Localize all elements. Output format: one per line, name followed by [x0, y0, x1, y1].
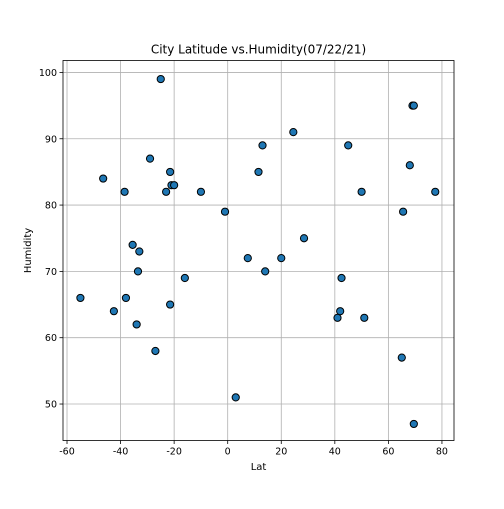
- x-tick-label: -60: [59, 447, 75, 458]
- scatter-point: [277, 254, 286, 263]
- scatter-point: [162, 187, 171, 196]
- y-tick-label: 100: [39, 68, 57, 79]
- scatter-point: [120, 187, 129, 196]
- x-tick-label: -40: [113, 447, 129, 458]
- scatter-point: [151, 346, 160, 356]
- scatter-point: [405, 161, 414, 170]
- axis-ticks: -60 -40 -20 0 20 40 60 80 50 60 70 80 90 100: [39, 68, 448, 458]
- x-tick-label: 40: [329, 447, 341, 458]
- scatter-point: [336, 307, 345, 316]
- scatter-point: [132, 320, 141, 329]
- y-tick-label: 80: [45, 201, 57, 212]
- scatter-point: [231, 393, 240, 402]
- scatter-point: [299, 234, 309, 243]
- scatter-point: [337, 273, 346, 283]
- scatter-point: [109, 307, 118, 316]
- scatter-point: [243, 254, 252, 263]
- scatter-point: [397, 353, 406, 362]
- scatter-point: [261, 267, 270, 276]
- scatter-point: [220, 207, 230, 216]
- scatter-point: [166, 300, 175, 309]
- y-tick-label: 50: [45, 400, 57, 411]
- x-tick-label: 80: [436, 447, 448, 458]
- x-tick-label: -20: [166, 447, 182, 458]
- scatter-point: [196, 187, 206, 196]
- scatter-point: [156, 74, 165, 84]
- scatter-point: [344, 141, 353, 150]
- scatter-point: [99, 174, 108, 183]
- scatter-point: [409, 101, 418, 110]
- scatter-point: [76, 293, 85, 303]
- plot-frame: [62, 60, 455, 441]
- scatter-point: [145, 154, 155, 163]
- scatter-point: [121, 293, 131, 303]
- scatter-point: [258, 141, 267, 150]
- scatter-point: [133, 267, 143, 276]
- x-tick-label: 20: [275, 447, 287, 458]
- scatter-point: [333, 313, 342, 322]
- scatter-point: [135, 247, 144, 256]
- data-points: [76, 74, 440, 429]
- scatter-point: [357, 187, 366, 196]
- y-tick-label: 90: [45, 134, 57, 145]
- scatter-point: [360, 313, 369, 322]
- x-tick-label: 60: [382, 447, 394, 458]
- x-tick-label: 0: [225, 447, 231, 458]
- scatter-point: [166, 167, 175, 177]
- x-axis-label: Lat: [251, 462, 267, 473]
- scatter-point: [399, 207, 408, 216]
- scatter-point: [409, 419, 418, 429]
- y-tick-label: 60: [45, 333, 57, 344]
- chart-title: City Latitude vs.Humidity(07/22/21): [151, 43, 366, 57]
- scatter-point: [170, 181, 179, 190]
- scatter-point: [254, 167, 263, 177]
- y-axis-label: Humidity: [23, 228, 34, 273]
- scatter-point: [289, 128, 298, 137]
- scatter-point: [180, 273, 189, 283]
- grid-lines: [63, 60, 454, 441]
- scatter-point: [431, 187, 440, 196]
- y-tick-label: 70: [45, 267, 57, 278]
- scatter-point: [128, 240, 137, 249]
